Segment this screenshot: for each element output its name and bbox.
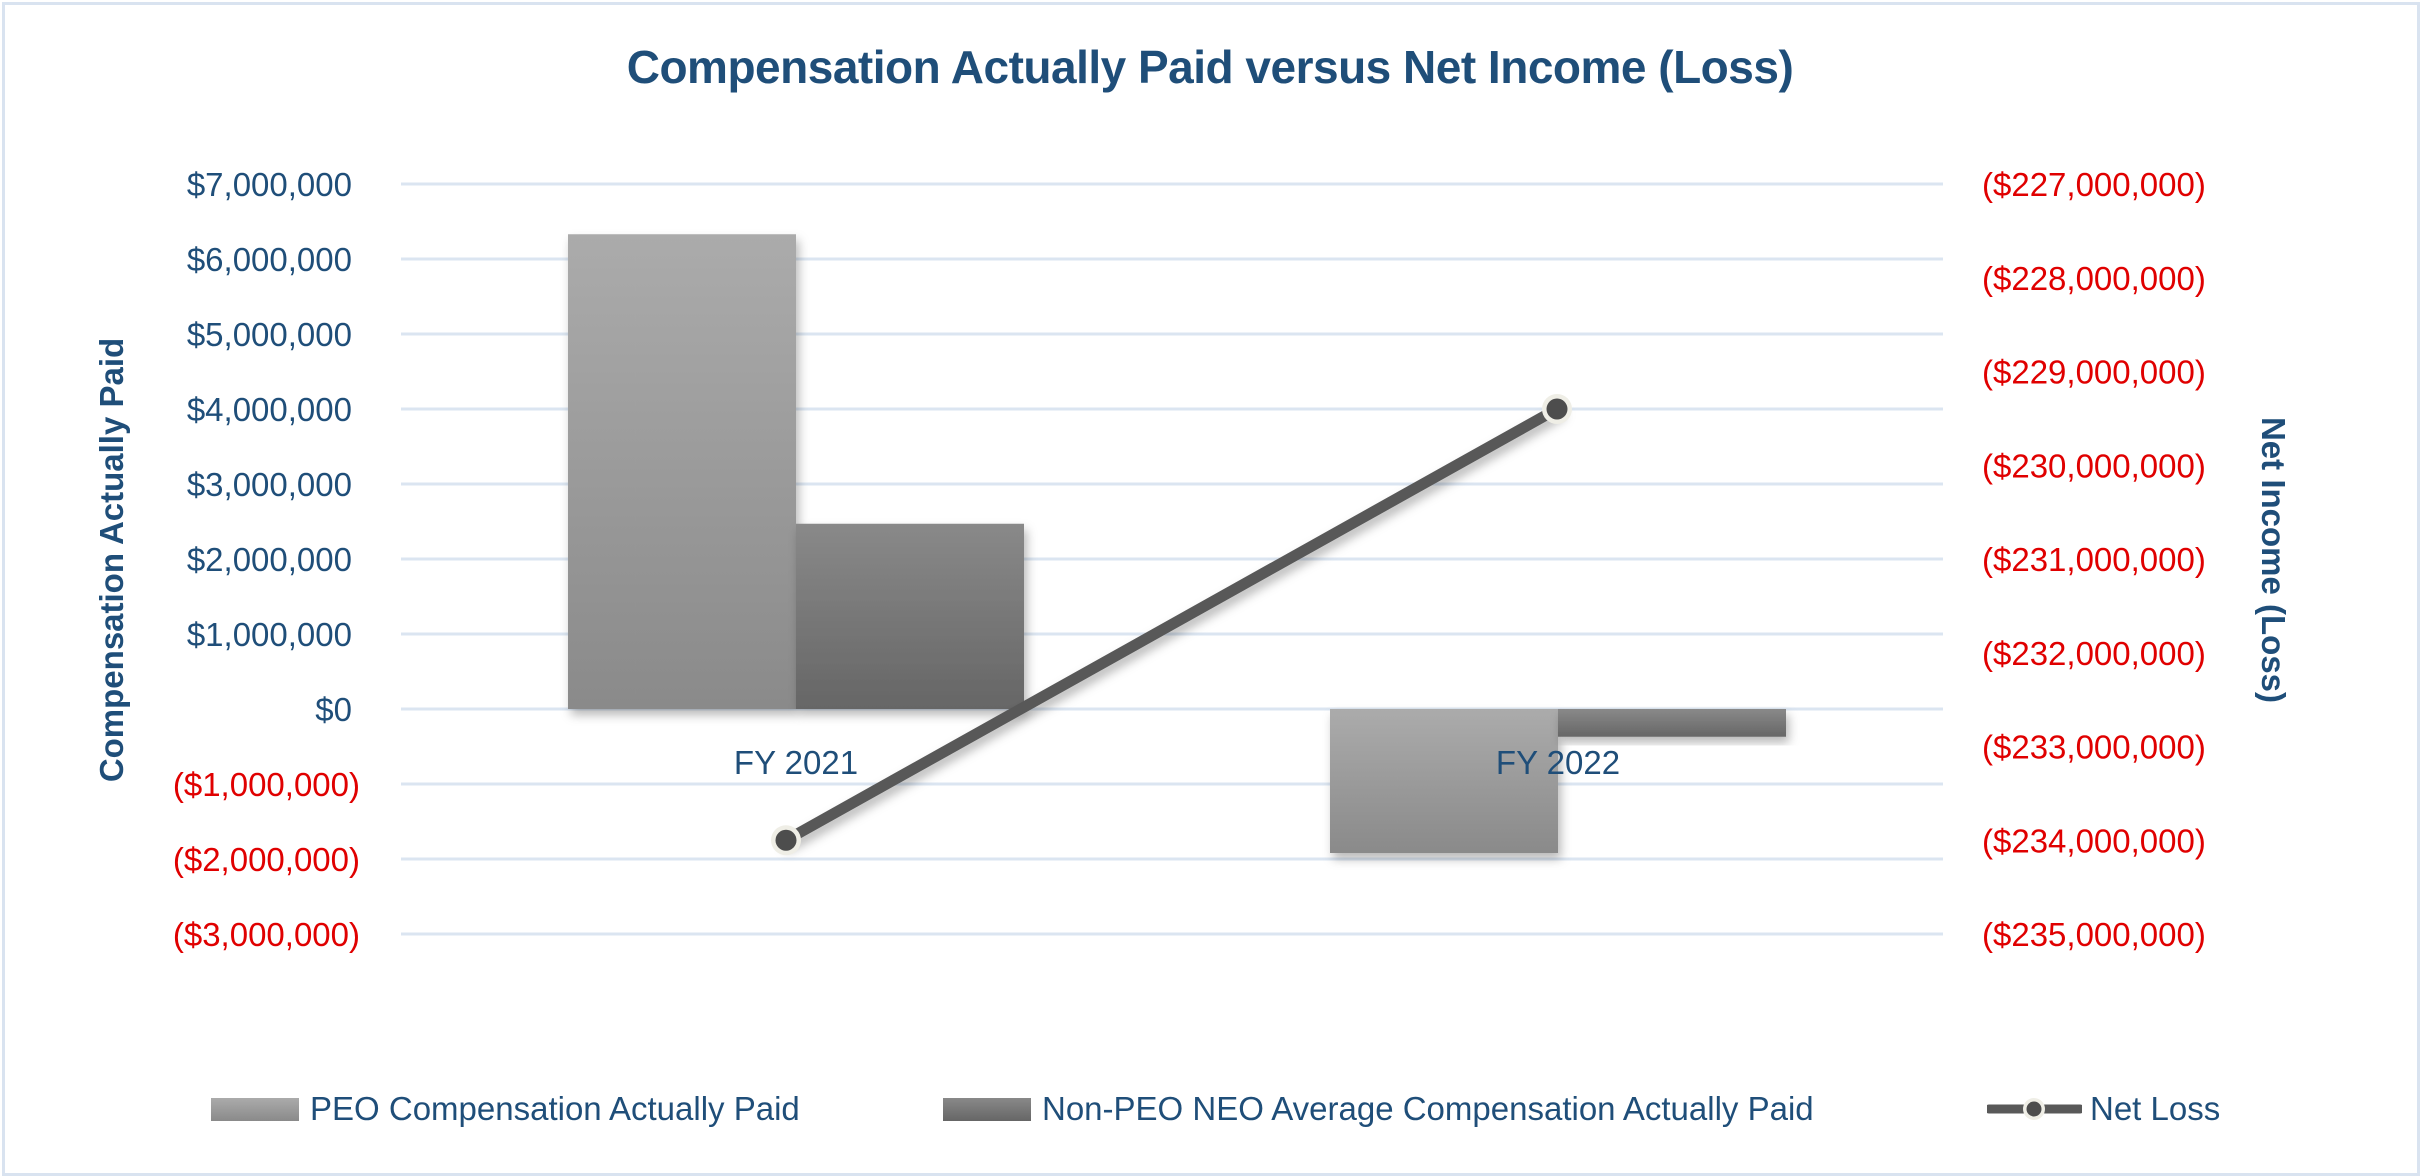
left-axis-ticks: $7,000,000 $6,000,000 $5,000,000 $4,000,000… [173, 166, 360, 953]
left-tick-label: $6,000,000 [187, 241, 352, 278]
left-tick-label: $0 [315, 691, 352, 728]
category-label: FY 2022 [1496, 744, 1620, 781]
right-tick-label: ($234,000,000) [1982, 822, 2206, 859]
line-marker-dot [775, 829, 797, 851]
right-tick-label: ($229,000,000) [1982, 354, 2206, 391]
bar [568, 234, 796, 709]
left-tick-label: ($2,000,000) [173, 841, 360, 878]
legend: PEO Compensation Actually Paid Non-PEO N… [0, 1087, 2420, 1131]
legend-label: Non-PEO NEO Average Compensation Actuall… [1042, 1090, 1814, 1127]
category-label: FY 2021 [734, 744, 858, 781]
bar [796, 523, 1024, 709]
bar-swatch-light-gray-icon [211, 1097, 299, 1121]
left-tick-label: $3,000,000 [187, 466, 352, 503]
right-tick-label: ($228,000,000) [1982, 260, 2206, 297]
legend-item-net-loss: Net Loss [1987, 1087, 2220, 1131]
left-tick-label: ($3,000,000) [173, 916, 360, 953]
chart-title: Compensation Actually Paid versus Net In… [626, 41, 1794, 93]
legend-label: Net Loss [2090, 1090, 2221, 1127]
right-tick-label: ($235,000,000) [1982, 916, 2206, 953]
legend-label: PEO Compensation Actually Paid [310, 1090, 800, 1127]
left-tick-label: $4,000,000 [187, 391, 352, 428]
right-tick-label: ($231,000,000) [1982, 541, 2206, 578]
bar [1558, 709, 1786, 737]
category-labels: FY 2021 FY 2022 [734, 744, 1620, 781]
left-tick-label: $2,000,000 [187, 541, 352, 578]
line-with-circle-marker-icon [1987, 1098, 2082, 1120]
net-loss-line-series [771, 394, 1572, 856]
left-tick-label: ($1,000,000) [173, 766, 360, 803]
right-tick-label: ($233,000,000) [1982, 729, 2206, 766]
right-axis-ticks: ($227,000,000) ($228,000,000) ($229,000,00… [1982, 166, 2206, 953]
legend-item-non-peo: Non-PEO NEO Average Compensation Actuall… [943, 1087, 1814, 1131]
bar-series [568, 234, 1786, 853]
bar-swatch-dark-gray-icon [943, 1097, 1031, 1121]
right-tick-label: ($230,000,000) [1982, 447, 2206, 484]
right-tick-label: ($232,000,000) [1982, 635, 2206, 672]
legend-item-peo: PEO Compensation Actually Paid [211, 1087, 800, 1131]
left-tick-label: $5,000,000 [187, 316, 352, 353]
line-marker-dot [1546, 398, 1568, 420]
left-tick-label: $1,000,000 [187, 616, 352, 653]
bar [1330, 709, 1558, 853]
net-loss-line [780, 403, 1563, 846]
left-tick-label: $7,000,000 [187, 166, 352, 203]
right-tick-label: ($227,000,000) [1982, 166, 2206, 203]
